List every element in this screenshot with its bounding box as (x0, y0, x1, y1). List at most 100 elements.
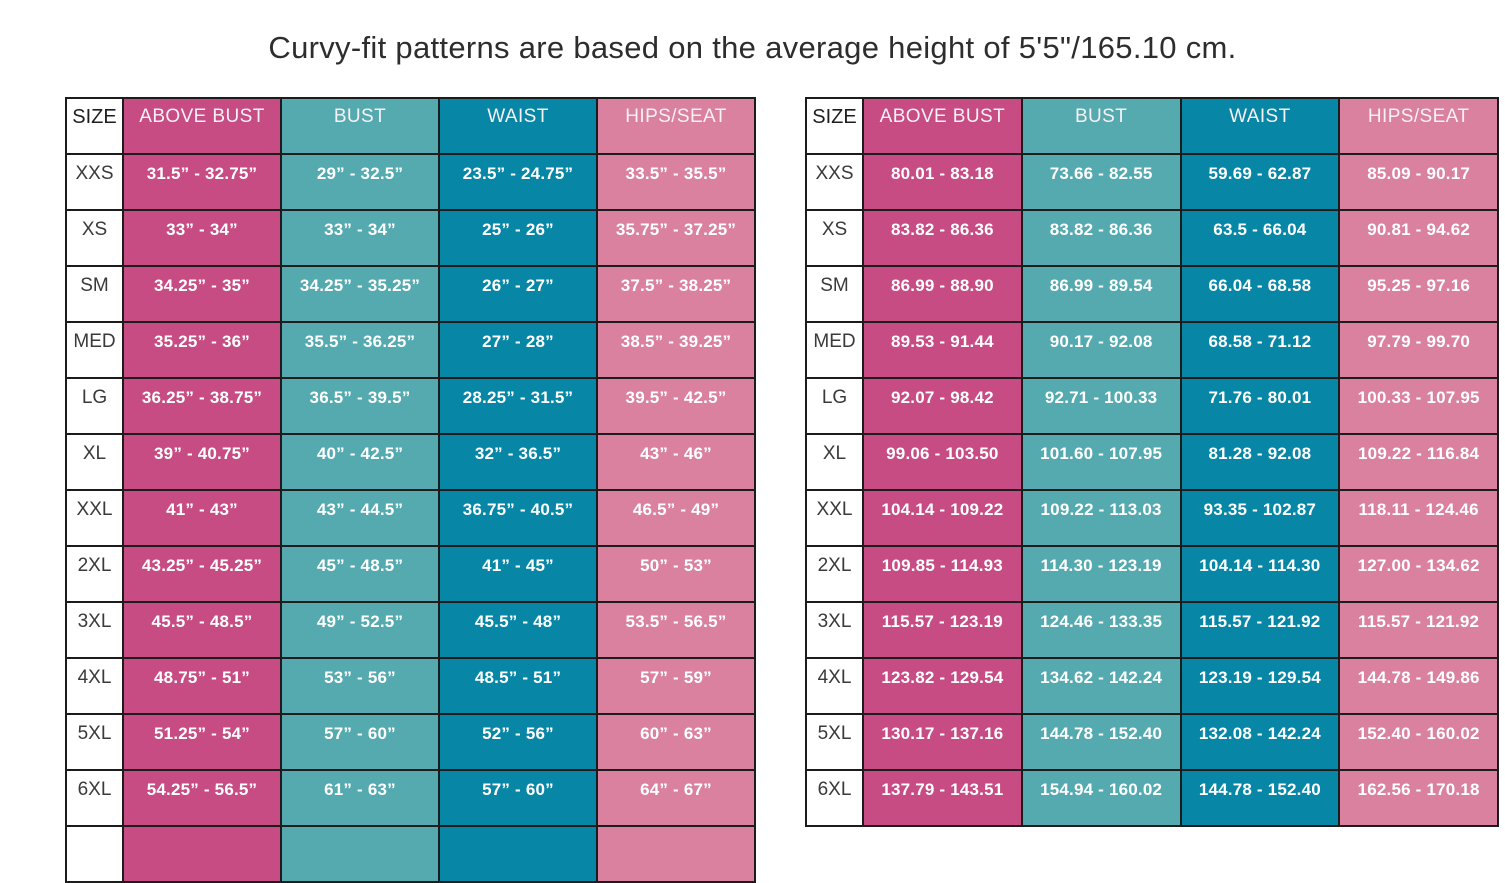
clipped-row-cell (282, 827, 438, 881)
measurement-cell: 123.82 - 129.54 (864, 659, 1021, 713)
measurement-cell: 40” - 42.5” (282, 435, 438, 489)
measurement-column-header: HIPS/SEAT (598, 99, 754, 153)
measurement-cell: 64” - 67” (598, 771, 754, 825)
measurement-cell: 51.25” - 54” (124, 715, 280, 769)
measurement-cell: 144.78 - 152.40 (1181, 771, 1339, 825)
measurement-cell: 29” - 32.5” (282, 155, 438, 209)
measurement-cell: 33.5” - 35.5” (598, 155, 754, 209)
measurement-column-header: ABOVE BUST (864, 99, 1021, 153)
measurement-cell: 41” - 45” (440, 547, 596, 601)
measurement-cell: 86.99 - 89.54 (1022, 267, 1180, 321)
measurement-cell: 63.5 - 66.04 (1181, 211, 1339, 265)
size-label-cell: 5XL (807, 715, 862, 769)
size-label-cell: XXS (67, 155, 122, 209)
measurement-cell: 36.75” - 40.5” (440, 491, 596, 545)
measurement-column-header: BUST (1022, 99, 1180, 153)
measurement-cell: 114.30 - 123.19 (1022, 547, 1180, 601)
measurement-cell: 39” - 40.75” (124, 435, 280, 489)
size-label-cell: 3XL (807, 603, 862, 657)
measurement-cell: 123.19 - 129.54 (1181, 659, 1339, 713)
measurement-cell: 43” - 44.5” (282, 491, 438, 545)
measurement-cell: 43” - 46” (598, 435, 754, 489)
clipped-row-cell (440, 827, 596, 881)
measurement-cell: 66.04 - 68.58 (1181, 267, 1339, 321)
size-label-cell: SM (67, 267, 122, 321)
measurement-cell: 118.11 - 124.46 (1340, 491, 1497, 545)
measurement-cell: 99.06 - 103.50 (864, 435, 1021, 489)
size-label-cell: 3XL (67, 603, 122, 657)
size-label-cell: 2XL (67, 547, 122, 601)
measurement-cell: 86.99 - 88.90 (864, 267, 1021, 321)
size-column-header: SIZE (807, 99, 862, 153)
size-label-cell: XXL (807, 491, 862, 545)
measurement-cell: 104.14 - 109.22 (864, 491, 1021, 545)
size-label-cell: XXL (67, 491, 122, 545)
measurement-cell: 50” - 53” (598, 547, 754, 601)
measurement-cell: 109.22 - 116.84 (1340, 435, 1497, 489)
measurement-cell: 81.28 - 92.08 (1181, 435, 1339, 489)
measurement-cell: 37.5” - 38.25” (598, 267, 754, 321)
measurement-cell: 45.5” - 48” (440, 603, 596, 657)
measurement-cell: 90.81 - 94.62 (1340, 211, 1497, 265)
measurement-cell: 33” - 34” (124, 211, 280, 265)
measurement-column-header: BUST (282, 99, 438, 153)
measurement-cell: 57” - 59” (598, 659, 754, 713)
measurement-cell: 38.5” - 39.25” (598, 323, 754, 377)
measurement-cell: 54.25” - 56.5” (124, 771, 280, 825)
size-label-cell: 2XL (807, 547, 862, 601)
size-label-cell: XL (807, 435, 862, 489)
measurement-cell: 144.78 - 152.40 (1022, 715, 1180, 769)
measurement-cell: 115.57 - 123.19 (864, 603, 1021, 657)
measurement-column-header: WAIST (440, 99, 596, 153)
measurement-cell: 35.75” - 37.25” (598, 211, 754, 265)
measurement-cell: 53” - 56” (282, 659, 438, 713)
measurement-cell: 52” - 56” (440, 715, 596, 769)
measurement-cell: 32” - 36.5” (440, 435, 596, 489)
measurement-cell: 61” - 63” (282, 771, 438, 825)
clipped-row-cell (598, 827, 754, 881)
measurement-cell: 48.5” - 51” (440, 659, 596, 713)
size-label-cell: LG (67, 379, 122, 433)
measurement-cell: 48.75” - 51” (124, 659, 280, 713)
measurement-cell: 57” - 60” (282, 715, 438, 769)
measurement-cell: 49” - 52.5” (282, 603, 438, 657)
measurement-cell: 109.85 - 114.93 (864, 547, 1021, 601)
measurement-cell: 104.14 - 114.30 (1181, 547, 1339, 601)
size-tables-container: SIZE ABOVE BUST BUST WAIST HIPS/SEAT XXS 31.5”… (65, 97, 1499, 883)
page-title: Curvy-fit patterns are based on the aver… (268, 30, 1237, 65)
measurement-cell: 43.25” - 45.25” (124, 547, 280, 601)
size-label-cell: SM (807, 267, 862, 321)
measurement-cell: 89.53 - 91.44 (864, 323, 1021, 377)
measurement-cell: 31.5” - 32.75” (124, 155, 280, 209)
measurement-cell: 45” - 48.5” (282, 547, 438, 601)
measurement-cell: 71.76 - 80.01 (1181, 379, 1339, 433)
measurement-cell: 115.57 - 121.92 (1340, 603, 1497, 657)
measurement-cell: 93.35 - 102.87 (1181, 491, 1339, 545)
measurement-cell: 97.79 - 99.70 (1340, 323, 1497, 377)
size-label-cell: 5XL (67, 715, 122, 769)
measurement-cell: 132.08 - 142.24 (1181, 715, 1339, 769)
measurement-column-header: ABOVE BUST (124, 99, 280, 153)
measurement-cell: 83.82 - 86.36 (864, 211, 1021, 265)
measurement-cell: 34.25” - 35” (124, 267, 280, 321)
measurement-column-header: HIPS/SEAT (1340, 99, 1497, 153)
measurement-cell: 90.17 - 92.08 (1022, 323, 1180, 377)
measurement-cell: 60” - 63” (598, 715, 754, 769)
measurement-cell: 154.94 - 160.02 (1022, 771, 1180, 825)
size-label-cell: XS (67, 211, 122, 265)
measurement-cell: 23.5” - 24.75” (440, 155, 596, 209)
measurement-cell: 101.60 - 107.95 (1022, 435, 1180, 489)
size-label-cell: MED (67, 323, 122, 377)
measurement-cell: 33” - 34” (282, 211, 438, 265)
size-chart-inches: SIZE ABOVE BUST BUST WAIST HIPS/SEAT XXS 31.5”… (65, 97, 756, 883)
measurement-cell: 35.5” - 36.25” (282, 323, 438, 377)
measurement-cell: 28.25” - 31.5” (440, 379, 596, 433)
measurement-cell: 68.58 - 71.12 (1181, 323, 1339, 377)
measurement-cell: 45.5” - 48.5” (124, 603, 280, 657)
measurement-cell: 109.22 - 113.03 (1022, 491, 1180, 545)
measurement-cell: 80.01 - 83.18 (864, 155, 1021, 209)
size-label-cell: 4XL (807, 659, 862, 713)
measurement-cell: 100.33 - 107.95 (1340, 379, 1497, 433)
clipped-row-cell (67, 827, 122, 881)
size-label-cell: XS (807, 211, 862, 265)
